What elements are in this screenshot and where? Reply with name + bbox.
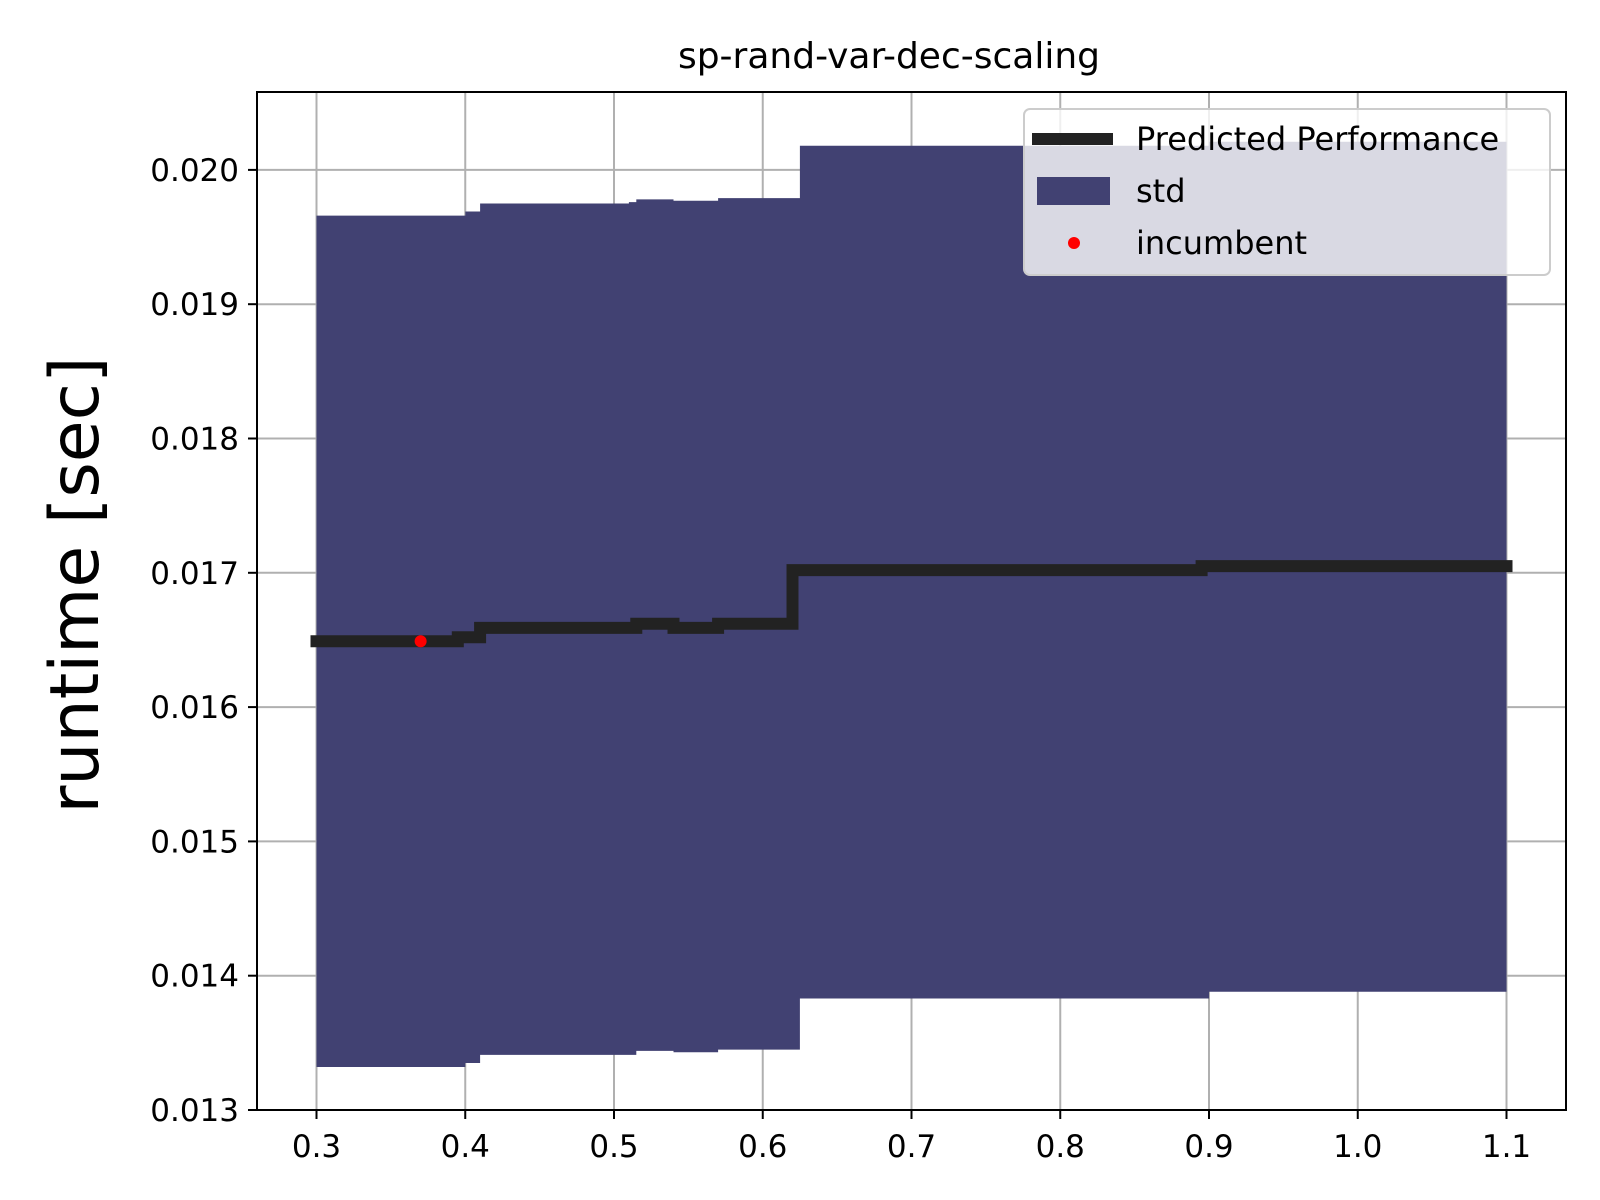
x-tick-label: 0.4 (441, 1129, 490, 1165)
y-tick-label: 0.016 (150, 690, 239, 726)
y-axis-label: runtime [sec] (36, 356, 115, 813)
predicted-line-layer (310, 560, 1513, 648)
x-tick-label: 0.9 (1184, 1129, 1233, 1165)
legend-band-swatch (1037, 177, 1110, 205)
std-band (316, 141, 1507, 1067)
legend-label: Predicted Performance (1136, 120, 1499, 158)
y-tick-label: 0.013 (150, 1093, 239, 1129)
y-tick-label: 0.014 (150, 959, 239, 995)
y-tick-label: 0.020 (150, 153, 239, 189)
axis-ticks: 0.3 0.4 0.5 0.6 0.7 0.8 0.9 1.0 1.1 0.013 0.014 0.0… (150, 153, 1531, 1165)
x-tick-label: 1.0 (1333, 1129, 1382, 1165)
y-tick-label: 0.019 (150, 287, 239, 323)
y-tick-label: 0.018 (150, 421, 239, 457)
legend-label: std (1136, 172, 1186, 210)
x-tick-label: 0.6 (738, 1129, 787, 1165)
x-tick-label: 0.5 (589, 1129, 638, 1165)
x-tick-label: 0.7 (887, 1129, 936, 1165)
x-tick-label: 0.8 (1036, 1129, 1085, 1165)
incumbent-point (414, 635, 427, 648)
legend-point-swatch (1068, 237, 1080, 249)
y-tick-label: 0.017 (150, 556, 239, 592)
incumbent-point-layer (414, 635, 427, 648)
x-tick-label: 0.3 (292, 1129, 341, 1165)
predicted-performance-line (310, 560, 1513, 648)
legend-label: incumbent (1136, 224, 1307, 262)
x-tick-label: 1.1 (1482, 1129, 1531, 1165)
y-tick-label: 0.015 (150, 824, 239, 860)
legend: Predicted Performance std incumbent (1023, 108, 1551, 276)
chart-title: sp-rand-var-dec-scaling (678, 36, 1100, 77)
std-band-layer (316, 141, 1507, 1067)
legend-box (1023, 108, 1551, 276)
